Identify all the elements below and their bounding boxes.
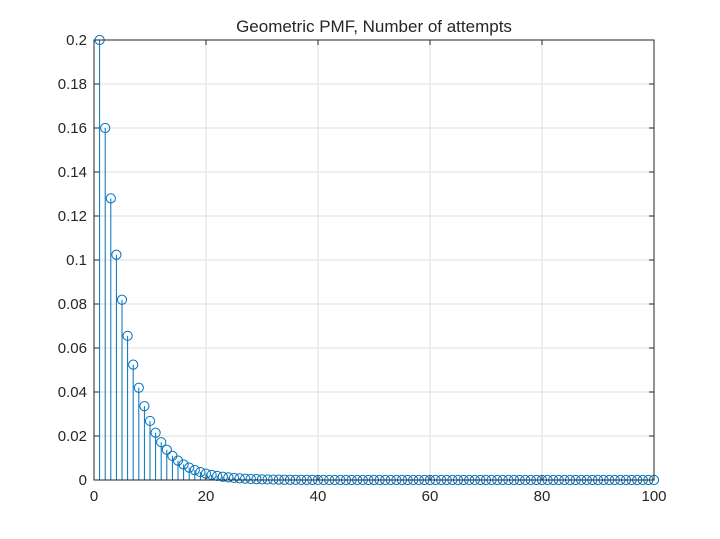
- x-tick-label: 100: [641, 488, 666, 505]
- stem-marker: [172, 455, 184, 466]
- stem-series: [99, 40, 526, 480]
- y-tick-label: 0.2: [66, 32, 87, 49]
- stem-marker: [251, 474, 262, 485]
- stem-marker: [189, 464, 200, 476]
- y-tick-label: 0.08: [58, 296, 87, 313]
- y-tick-label: 0.02: [58, 428, 87, 445]
- stem-marker: [195, 466, 206, 478]
- x-tick-labels: 0 20 40 60 80 100: [90, 488, 667, 505]
- x-tick-label: 0: [90, 488, 98, 505]
- stem-marker: [116, 294, 128, 305]
- stem-marker: [128, 359, 139, 370]
- stem-marker: [256, 474, 268, 485]
- stem-marker: [234, 473, 245, 484]
- x-tick-label: 60: [422, 488, 439, 505]
- stem-marker: [184, 462, 195, 473]
- chart-title: Geometric PMF, Number of attempts: [236, 17, 512, 36]
- stem-marker: [100, 122, 111, 134]
- stem-marker: [133, 382, 144, 393]
- stem-marker: [122, 330, 133, 341]
- stem-marker: [156, 437, 167, 448]
- stem-marker: [139, 401, 150, 412]
- stem-marker: [245, 473, 256, 485]
- y-tick-labels: 0 0.02 0.04 0.06 0.08 0.1 0.12 0.14 0.16 0.18 0.2: [58, 32, 87, 489]
- stem-marker: [228, 472, 240, 484]
- y-tick-label: 0.14: [58, 164, 87, 181]
- axes: 0 20 40 60 80 100 0 0.02 0.04 0.06 0.08 0.1 0.12 0.1…: [58, 32, 667, 505]
- stem-marker: [178, 459, 189, 470]
- stem-marker: [144, 415, 156, 427]
- ticks: [93, 39, 655, 481]
- y-tick-label: 0.18: [58, 76, 87, 93]
- x-tick-label: 80: [534, 488, 551, 505]
- y-tick-label: 0.04: [58, 384, 87, 401]
- y-tick-label: 0: [79, 472, 87, 489]
- x-tick-label: 40: [310, 488, 327, 505]
- stem-marker: [105, 193, 116, 204]
- stem-marker: [212, 470, 223, 482]
- y-tick-label: 0.06: [58, 340, 87, 357]
- stem-marker: [111, 249, 122, 260]
- stem-marker: [150, 427, 161, 438]
- y-tick-label: 0.12: [58, 208, 87, 225]
- stem-marker: [240, 473, 251, 484]
- stem-marker: [223, 472, 234, 483]
- stem-marker: [262, 474, 273, 485]
- y-tick-label: 0.16: [58, 120, 87, 137]
- x-tick-label: 20: [198, 488, 215, 505]
- y-tick-label: 0.1: [66, 252, 87, 269]
- stem-marker: [161, 444, 172, 455]
- stem-marker: [217, 471, 228, 482]
